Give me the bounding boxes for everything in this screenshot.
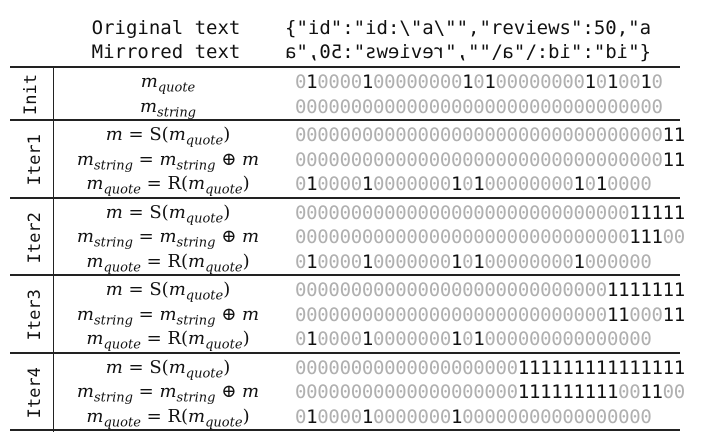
- row-bitmask: 00000000000000000000000000000011100: [295, 226, 685, 248]
- row-bitmask: 01000010000000101000000001010000: [295, 173, 652, 195]
- table-row: mquote = R(mquote) 0100001000000010100000…: [54, 250, 694, 276]
- table-row: m = S(mquote) 000000000000000000001111111…: [54, 356, 694, 382]
- row-bitmask: 01000010000000100000000000000000: [295, 405, 652, 428]
- group-divider: [10, 274, 680, 276]
- row-formula: mstring = mstring ⊕ m: [76, 381, 260, 406]
- group-label-iter3: Iter3: [24, 289, 45, 341]
- row-bitmask: 00000000000000000000000000001111111: [295, 279, 685, 301]
- table-row: mstring 000000000000000000000000000000000: [54, 95, 694, 121]
- row-formula: mquote = R(mquote): [86, 173, 250, 198]
- table-row: m = S(mquote) 000000000000000000000000000…: [54, 123, 694, 149]
- row-formula: mquote = R(mquote): [86, 250, 250, 276]
- table-row: mstring = mstring ⊕ m 0000000000000000000…: [54, 303, 694, 329]
- table-row: m = S(mquote) 000000000000000000000000000…: [54, 278, 694, 304]
- original-text-label: Original text: [91, 17, 241, 39]
- table-row: mstring = mstring ⊕ m 0000000000000000000…: [54, 380, 694, 406]
- group-label-iter4: Iter4: [24, 366, 45, 418]
- mirrored-text: {"id":"id:\"a\"","reviews":50,"a: [285, 41, 652, 63]
- row-formula: m = S(mquote): [105, 279, 231, 304]
- group-label-iter2: Iter2: [24, 211, 45, 263]
- row-bitmask: 01000010000000101000000001000000: [295, 250, 652, 273]
- row-formula: m = S(mquote): [105, 124, 231, 149]
- row-formula: m = S(mquote): [105, 356, 231, 382]
- row-bitmask: 000000000000000000000000000000000: [295, 95, 663, 118]
- row-formula: mstring: [139, 95, 197, 121]
- group-divider: [10, 351, 680, 354]
- table-row: mstring = mstring ⊕ m 0000000000000000000…: [54, 148, 694, 174]
- table-bottom-rule: [10, 429, 680, 431]
- original-text: {"id":"id:\"a\"","reviews":50,"a: [285, 17, 652, 39]
- row-formula: mquote: [140, 71, 196, 96]
- row-bitmask: 010000100000000101000000001010010: [295, 71, 663, 93]
- table-row: mquote 010000100000000101000000001010010: [54, 70, 694, 96]
- row-formula: mstring = mstring ⊕ m: [76, 303, 260, 329]
- row-bitmask: 00000000000000000000111111111001100: [295, 381, 685, 403]
- group-label-init: Init: [20, 74, 41, 115]
- table-row: mstring = mstring ⊕ m 0000000000000000000…: [54, 225, 694, 251]
- group-divider: [10, 66, 680, 68]
- table-row: m = S(mquote) 000000000000000000000000000…: [54, 201, 694, 227]
- row-formula: mstring = mstring ⊕ m: [76, 148, 260, 174]
- group-divider: [10, 119, 680, 121]
- row-bitmask: 00000000000000000000000000001100011: [295, 303, 685, 326]
- vertical-divider: [53, 66, 54, 432]
- row-formula: mstring = mstring ⊕ m: [76, 226, 260, 251]
- row-bitmask: 00000000000000000000000000000011111: [295, 201, 685, 224]
- mirrored-text-label: Mirrored text: [91, 41, 241, 63]
- row-formula: mquote = R(mquote): [86, 405, 250, 431]
- row-bitmask: 01000010000000101000000000000000: [295, 328, 652, 350]
- row-bitmask: 00000000000000000000000000000000011: [295, 124, 685, 146]
- row-formula: m = S(mquote): [105, 201, 231, 227]
- table-row: mquote = R(mquote) 0100001000000010100000…: [54, 327, 694, 353]
- table-row: mquote = R(mquote) 0100001000000010100000…: [54, 172, 694, 198]
- row-formula: mquote = R(mquote): [86, 328, 250, 353]
- row-bitmask: 00000000000000000000000000000000011: [295, 148, 685, 171]
- row-bitmask: 00000000000000000000111111111111111: [295, 356, 685, 379]
- mirrored-text-wrap: {"id":"id:\"a\"","reviews":50,"a: [285, 40, 690, 64]
- group-divider: [10, 196, 680, 199]
- table-row: mquote = R(mquote) 0100001000000010000000…: [54, 405, 694, 431]
- group-label-iter1: Iter1: [24, 134, 45, 186]
